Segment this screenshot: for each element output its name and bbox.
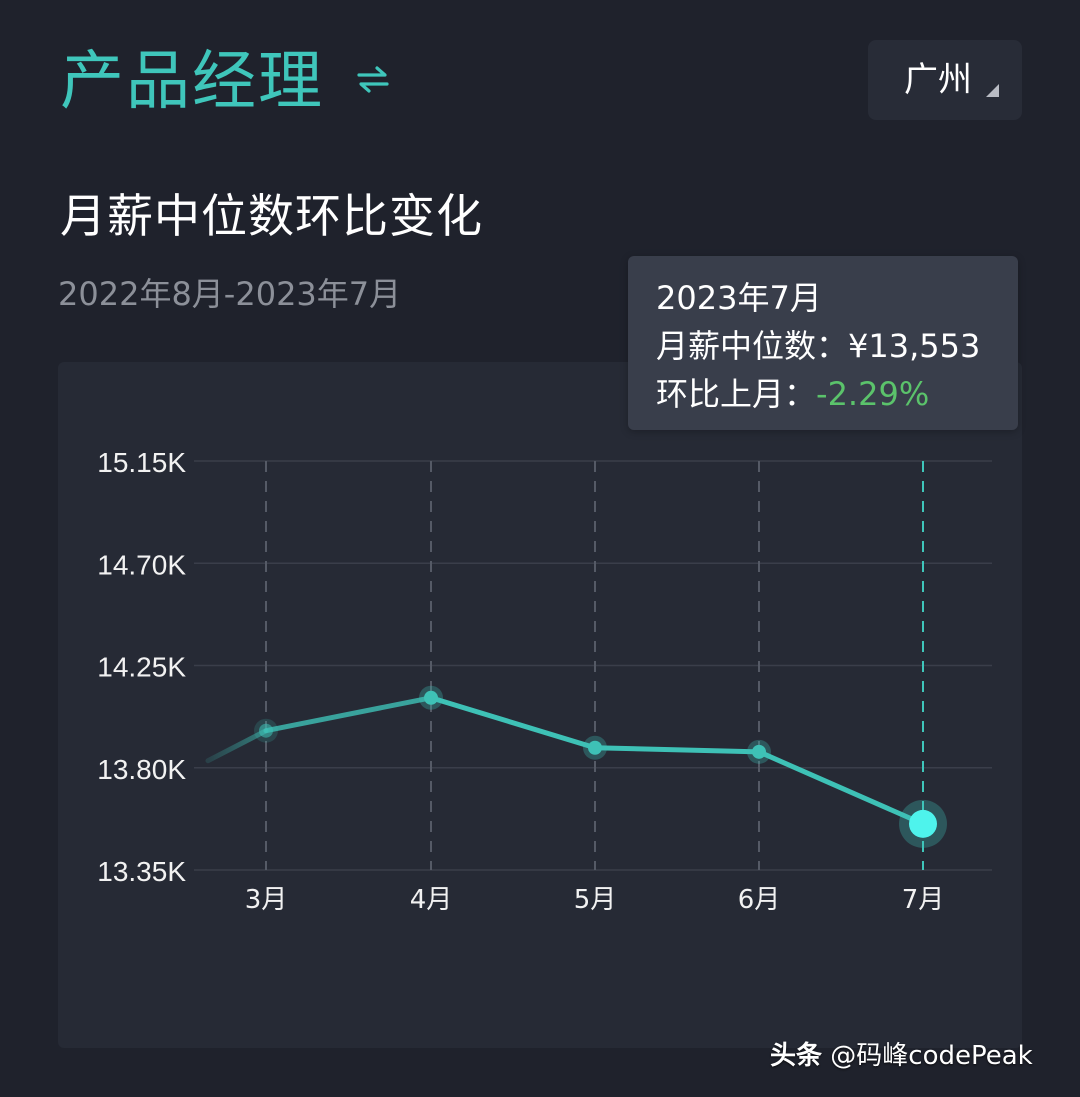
x-tick-label: 6月 [738, 885, 781, 915]
tooltip-change: 环比上月：-2.29% [656, 370, 1018, 418]
line-chart[interactable]: 15.15K 14.70K 14.25K 13.80K 13.35K 3月 4月 5月 6月 7月 [58, 362, 1022, 1048]
line-segment [263, 695, 434, 734]
city-select[interactable]: 广州 [868, 40, 1022, 120]
tooltip-change-value: -2.29% [816, 375, 930, 413]
tooltip-median: 月薪中位数：¥13,553 [656, 322, 1018, 370]
city-label: 广州 [904, 60, 972, 100]
tooltip-change-label: 环比上月： [656, 375, 817, 413]
x-tick-label: 7月 [902, 885, 945, 915]
y-tick-label: 15.15K [97, 447, 186, 478]
chart-title: 月薪中位数环比变化 [60, 189, 483, 243]
job-title: 产品经理 [60, 45, 324, 119]
tooltip-median-value: ¥13,553 [848, 327, 981, 365]
line-lead-in [205, 728, 269, 764]
x-tick-label: 3月 [245, 885, 288, 915]
data-line [428, 695, 926, 827]
chart-tooltip: 2023年7月 月薪中位数：¥13,553 环比上月：-2.29% [628, 256, 1018, 430]
watermark-handle: @码峰codePeak [830, 1041, 1033, 1071]
tooltip-median-label: 月薪中位数： [656, 327, 849, 365]
data-point[interactable] [752, 744, 766, 759]
data-point[interactable] [424, 690, 438, 705]
y-tick-label: 14.25K [97, 652, 186, 683]
watermark: 头条 @码峰codePeak [770, 1038, 1033, 1074]
y-tick-label: 14.70K [97, 549, 186, 580]
data-point[interactable] [588, 740, 602, 755]
caret-down-icon [986, 84, 999, 97]
swap-arrows-icon[interactable] [356, 60, 390, 100]
y-tick-label: 13.35K [97, 856, 186, 887]
y-tick-label: 13.80K [97, 754, 186, 785]
watermark-brand: 头条 [770, 1041, 823, 1071]
active-data-point[interactable] [909, 809, 937, 838]
x-tick-label: 5月 [574, 885, 617, 915]
date-range: 2022年8月-2023年7月 [58, 275, 402, 313]
data-point[interactable] [259, 723, 273, 738]
chart-card[interactable]: 15.15K 14.70K 14.25K 13.80K 13.35K 3月 4月 5月 6月 7月 [58, 362, 1022, 1048]
tooltip-period: 2023年7月 [656, 279, 822, 317]
x-tick-label: 4月 [410, 885, 453, 915]
